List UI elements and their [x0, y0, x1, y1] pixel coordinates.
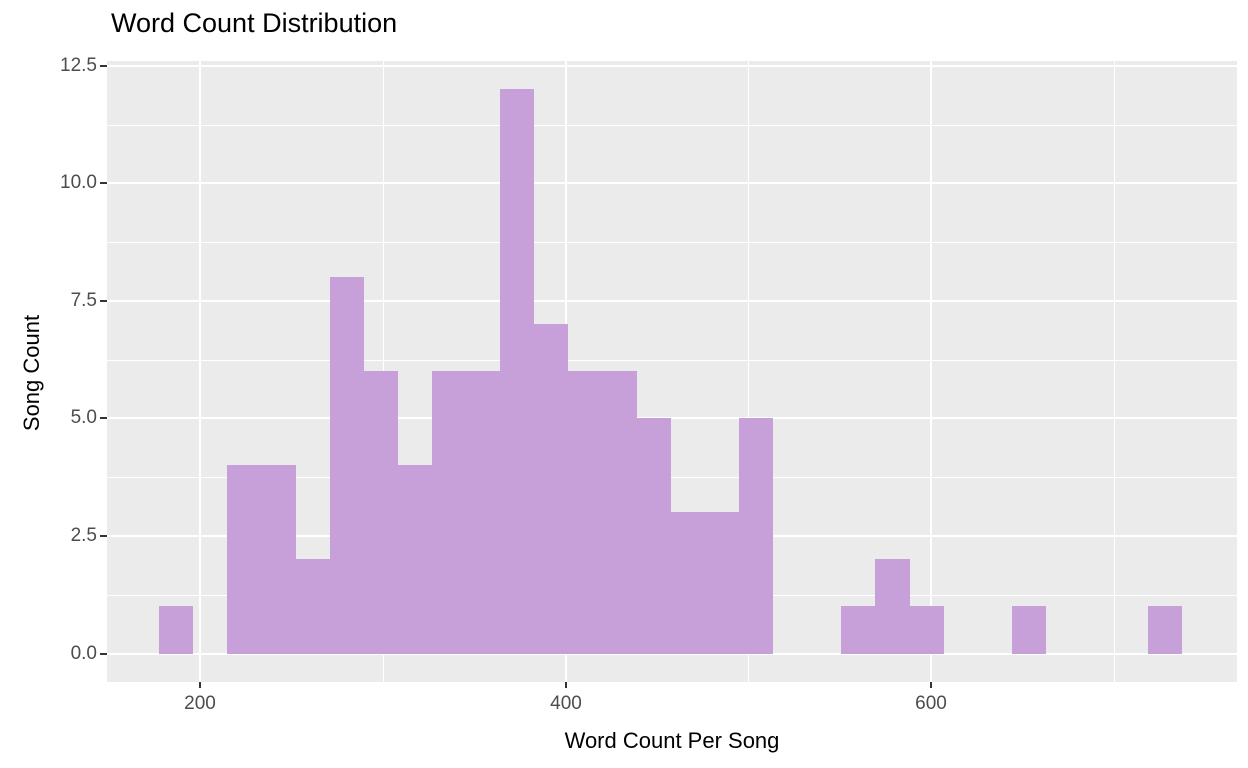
y-minor-gridline	[107, 125, 1237, 126]
histogram-bar	[330, 277, 364, 654]
x-minor-gridline	[748, 61, 749, 682]
y-minor-gridline	[107, 360, 1237, 361]
x-major-gridline	[930, 61, 932, 682]
histogram-bar	[705, 512, 739, 654]
x-tick-mark	[930, 682, 932, 688]
y-major-gridline	[107, 65, 1237, 67]
histogram-bar	[398, 465, 432, 654]
histogram-bar	[466, 371, 500, 654]
histogram-bar	[637, 418, 671, 654]
y-tick-label: 10.0	[60, 172, 97, 193]
y-tick-label: 2.5	[70, 525, 97, 546]
plot-panel	[107, 61, 1237, 682]
x-tick-label: 400	[550, 693, 582, 714]
x-major-gridline	[199, 61, 201, 682]
histogram-bar	[841, 606, 875, 654]
x-minor-gridline	[1114, 61, 1115, 682]
histogram-bar	[159, 606, 193, 654]
y-minor-gridline	[107, 477, 1237, 478]
y-tick-mark	[100, 300, 107, 302]
histogram-bar	[364, 371, 398, 654]
histogram-bar	[296, 559, 330, 654]
y-tick-mark	[100, 653, 107, 655]
x-tick-label: 200	[184, 693, 216, 714]
y-minor-gridline	[107, 242, 1237, 243]
histogram-bar	[1148, 606, 1182, 654]
histogram-bar	[910, 606, 944, 654]
histogram-bar	[500, 89, 534, 654]
y-tick-label: 5.0	[70, 407, 97, 428]
histogram-bar	[671, 512, 705, 654]
histogram-bar	[227, 465, 261, 654]
y-tick-mark	[100, 182, 107, 184]
y-major-gridline	[107, 182, 1237, 184]
histogram-bar	[432, 371, 466, 654]
histogram-bar	[261, 465, 296, 654]
histogram-bar	[739, 418, 773, 654]
histogram-bar	[603, 371, 637, 654]
y-tick-mark	[100, 65, 107, 67]
y-tick-label: 7.5	[70, 290, 97, 311]
y-tick-label: 12.5	[60, 55, 97, 76]
histogram-bar	[534, 324, 568, 654]
y-tick-label: 0.0	[70, 643, 97, 664]
y-tick-mark	[100, 535, 107, 537]
y-axis-title: Song Count	[19, 314, 44, 432]
x-tick-label: 600	[915, 693, 947, 714]
histogram-bar	[568, 371, 603, 654]
x-tick-mark	[199, 682, 201, 688]
y-major-gridline	[107, 653, 1237, 655]
y-major-gridline	[107, 300, 1237, 302]
y-tick-mark	[100, 417, 107, 419]
histogram-bar	[1012, 606, 1046, 654]
y-major-gridline	[107, 417, 1237, 419]
histogram-bar	[875, 559, 910, 654]
x-axis-title: Word Count Per Song	[564, 728, 780, 753]
chart-title: Word Count Distribution	[111, 8, 398, 38]
x-tick-mark	[565, 682, 567, 688]
